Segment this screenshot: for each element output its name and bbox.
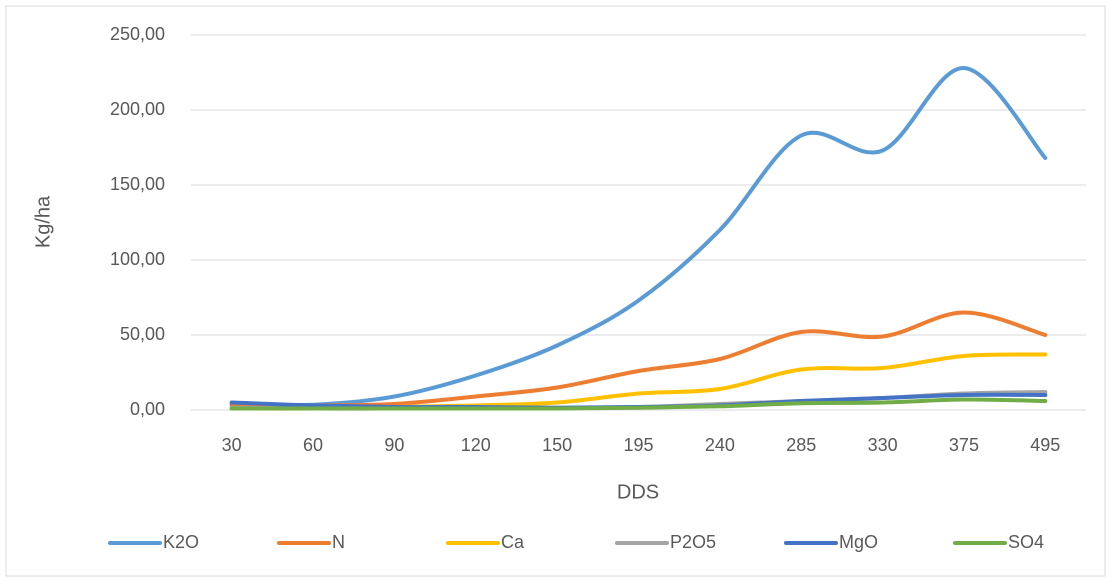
legend-label: K2O <box>163 532 199 552</box>
x-tick-label: 240 <box>705 435 735 455</box>
y-tick-label: 200,00 <box>110 99 165 119</box>
x-tick-label: 195 <box>623 435 653 455</box>
x-tick-label: 285 <box>786 435 816 455</box>
x-tick-label: 60 <box>303 435 323 455</box>
legend-label: MgO <box>839 532 878 552</box>
x-axis-title: DDS <box>617 481 659 503</box>
legend-label: SO4 <box>1008 532 1044 552</box>
legend-label: N <box>332 532 345 552</box>
x-tick-label: 495 <box>1030 435 1060 455</box>
legend-label: P2O5 <box>670 532 716 552</box>
x-tick-label: 330 <box>868 435 898 455</box>
x-tick-label: 90 <box>384 435 404 455</box>
y-tick-label: 250,00 <box>110 24 165 44</box>
legend-label: Ca <box>501 532 525 552</box>
x-tick-label: 150 <box>542 435 572 455</box>
y-tick-label: 0,00 <box>130 399 165 419</box>
chart-frame <box>5 5 1106 577</box>
y-tick-label: 100,00 <box>110 249 165 269</box>
x-tick-label: 120 <box>461 435 491 455</box>
x-tick-label: 375 <box>949 435 979 455</box>
x-tick-label: 30 <box>222 435 242 455</box>
series-line <box>229 397 1048 411</box>
y-axis-title: Kg/ha <box>32 195 54 248</box>
y-tick-label: 150,00 <box>110 174 165 194</box>
series-line <box>229 65 1048 408</box>
y-tick-label: 50,00 <box>120 324 165 344</box>
